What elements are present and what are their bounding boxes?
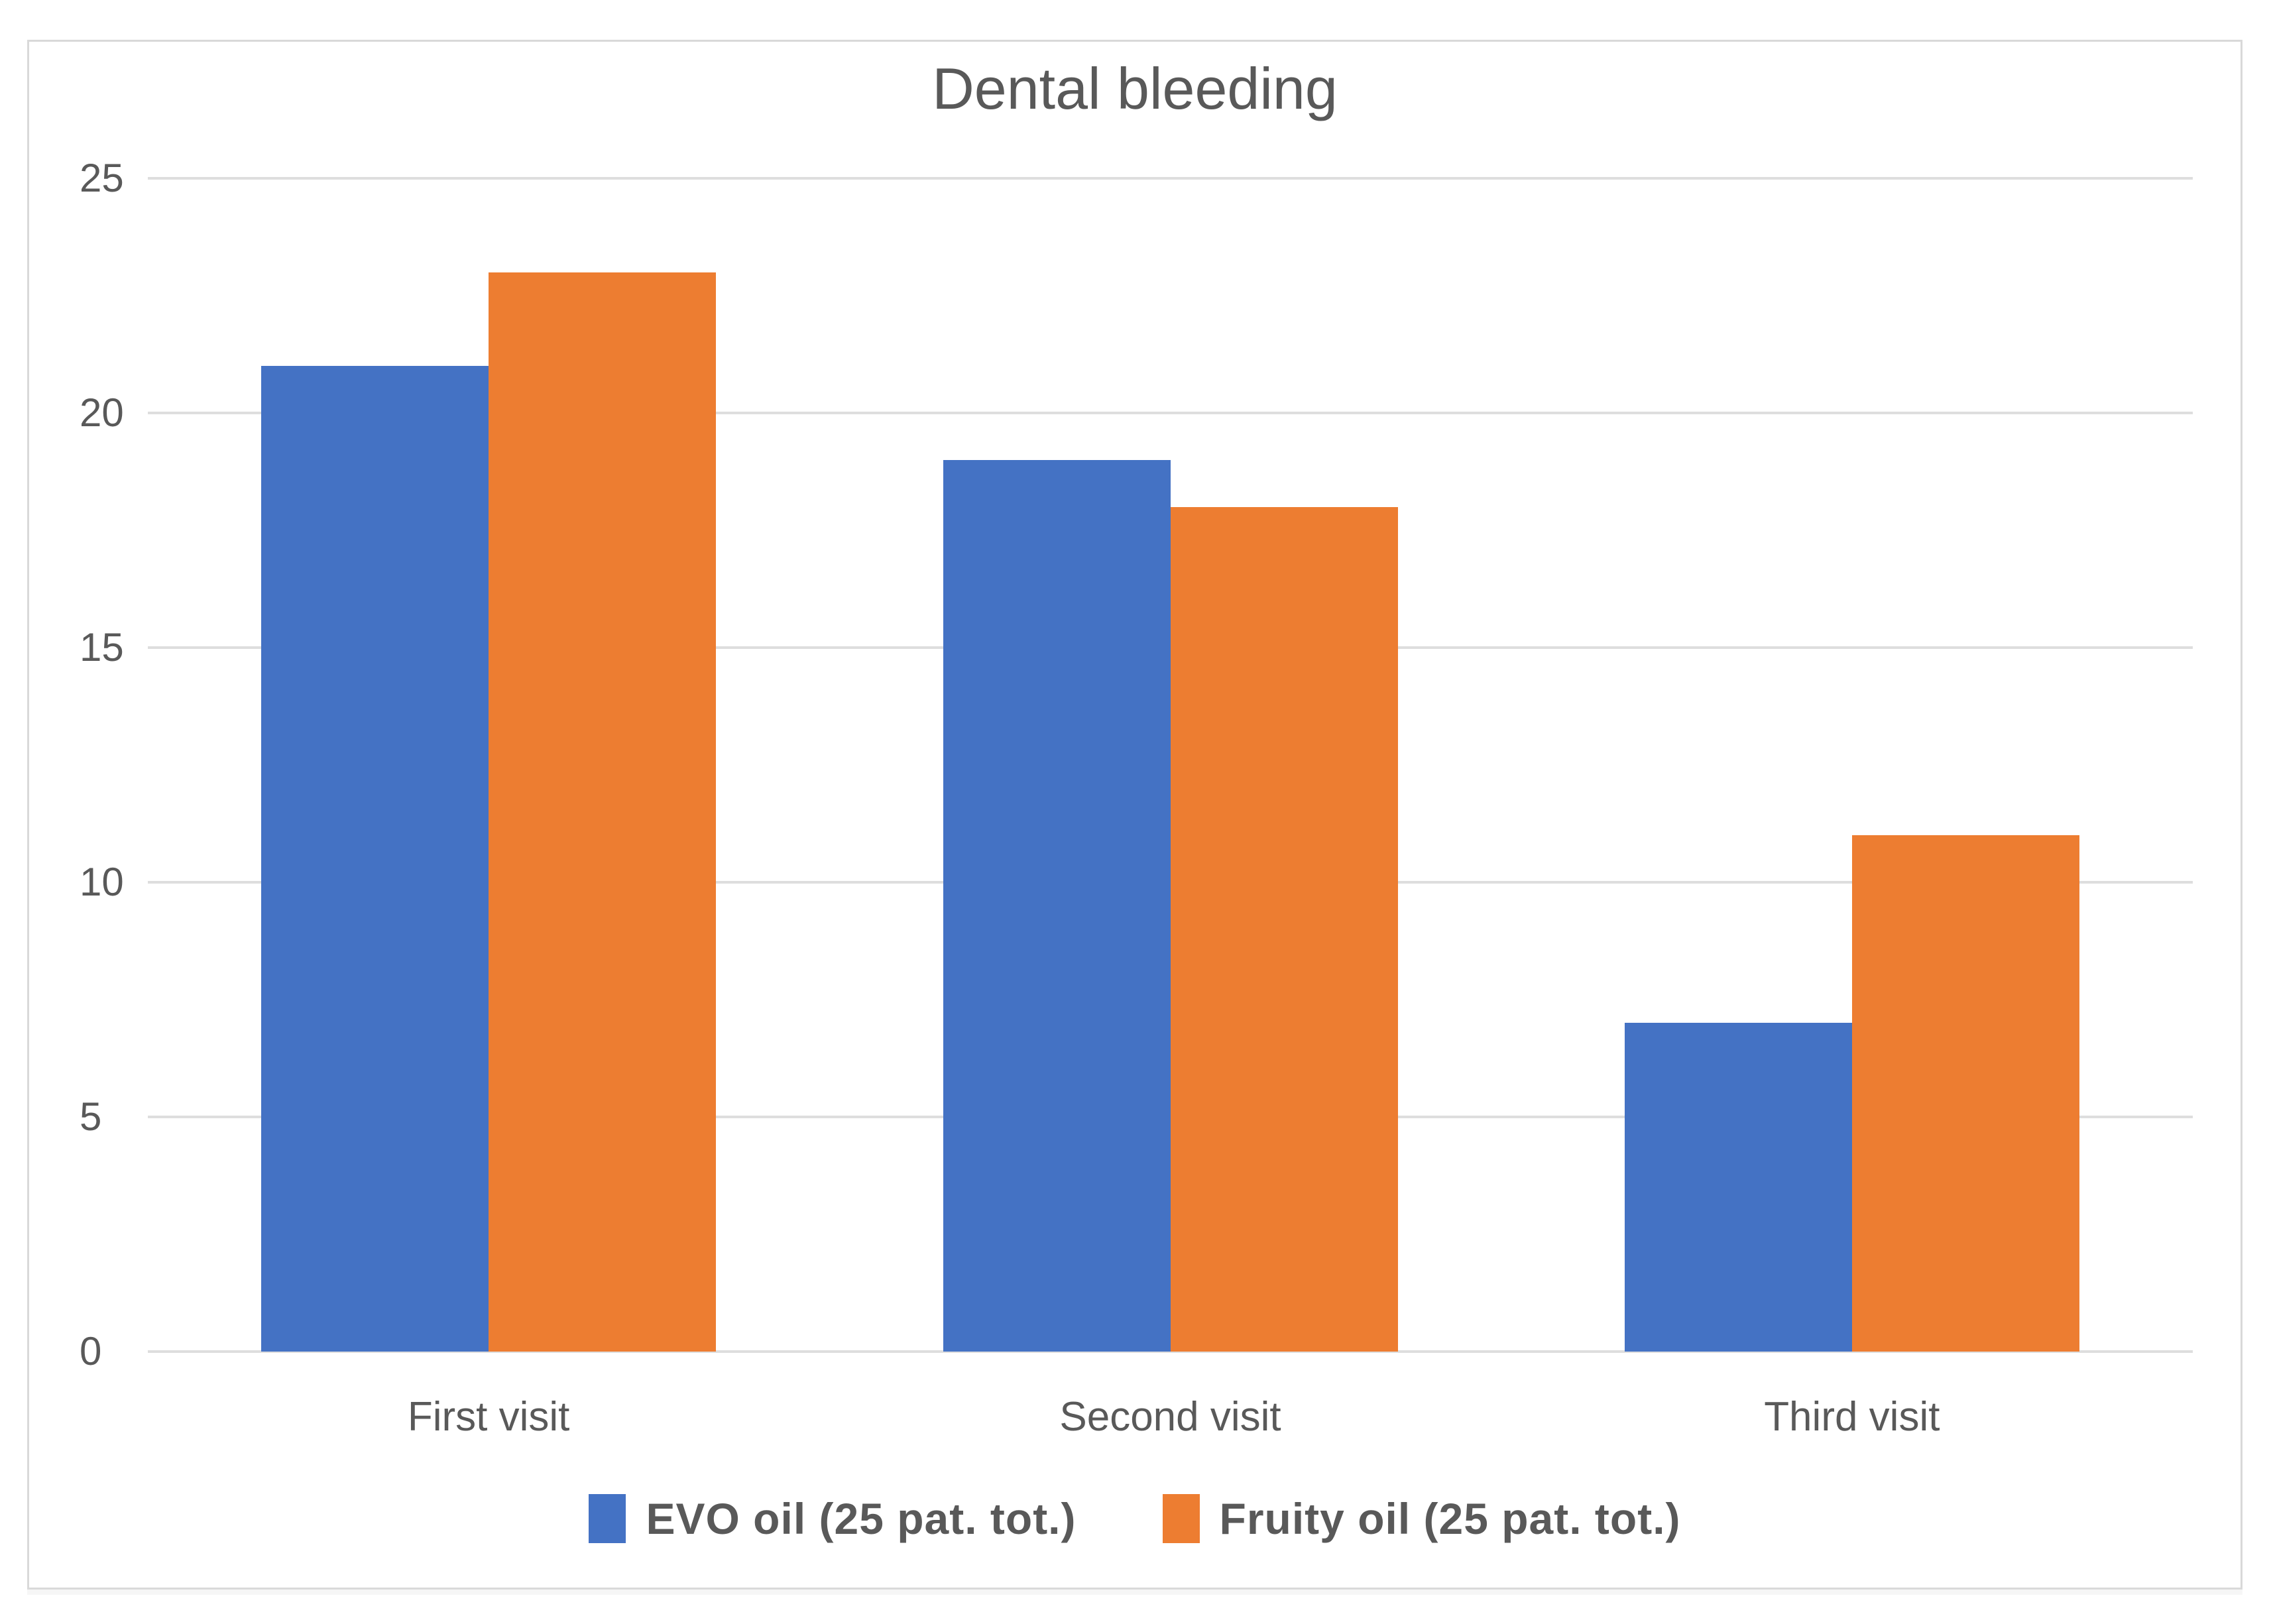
bar-third-visit-series-1 — [1851, 835, 2079, 1352]
y-axis-tick-label-20: 20 — [80, 390, 124, 435]
legend-item-0: EVO oil (25 pat. tot.) — [589, 1493, 1076, 1544]
plot-area: 0 5 10 15 20 25 First visit Second visit Third v… — [29, 42, 2241, 1588]
y-axis-tick-label-0: 0 — [80, 1329, 102, 1373]
gridline-y-20 — [148, 412, 2193, 414]
y-axis-tick-label-15: 15 — [80, 625, 124, 669]
x-axis-label-first-visit: First visit — [407, 1394, 570, 1440]
y-axis-tick-label-5: 5 — [80, 1094, 102, 1139]
gridline-y-25 — [148, 177, 2193, 180]
legend: EVO oil (25 pat. tot.) Fruity oil (25 pat… — [29, 1493, 2241, 1544]
bar-third-visit-series-0 — [1624, 1023, 1852, 1352]
bar-first-visit-series-0 — [261, 366, 489, 1352]
legend-label-0: EVO oil (25 pat. tot.) — [646, 1494, 1077, 1543]
legend-label-1: Fruity oil (25 pat. tot.) — [1219, 1494, 1681, 1543]
bar-second-visit-series-0 — [943, 459, 1171, 1352]
chart-title: Dental bleeding — [932, 56, 1338, 121]
legend-item-1: Fruity oil (25 pat. tot.) — [1162, 1493, 1681, 1544]
x-axis-label-third-visit: Third visit — [1764, 1394, 1940, 1440]
bar-first-visit-series-1 — [489, 272, 717, 1352]
y-axis-tick-label-25: 25 — [80, 156, 124, 200]
gridline-y-0 — [148, 1350, 2193, 1353]
legend-swatch-0 — [589, 1494, 626, 1543]
bar-second-visit-series-1 — [1170, 506, 1398, 1352]
chart-panel: Dental bleeding 0 5 10 15 20 25 First visit Sec… — [27, 40, 2242, 1590]
x-axis-label-second-visit: Second visit — [1059, 1394, 1281, 1440]
legend-swatch-1 — [1162, 1494, 1200, 1543]
y-axis-tick-label-10: 10 — [80, 860, 124, 904]
